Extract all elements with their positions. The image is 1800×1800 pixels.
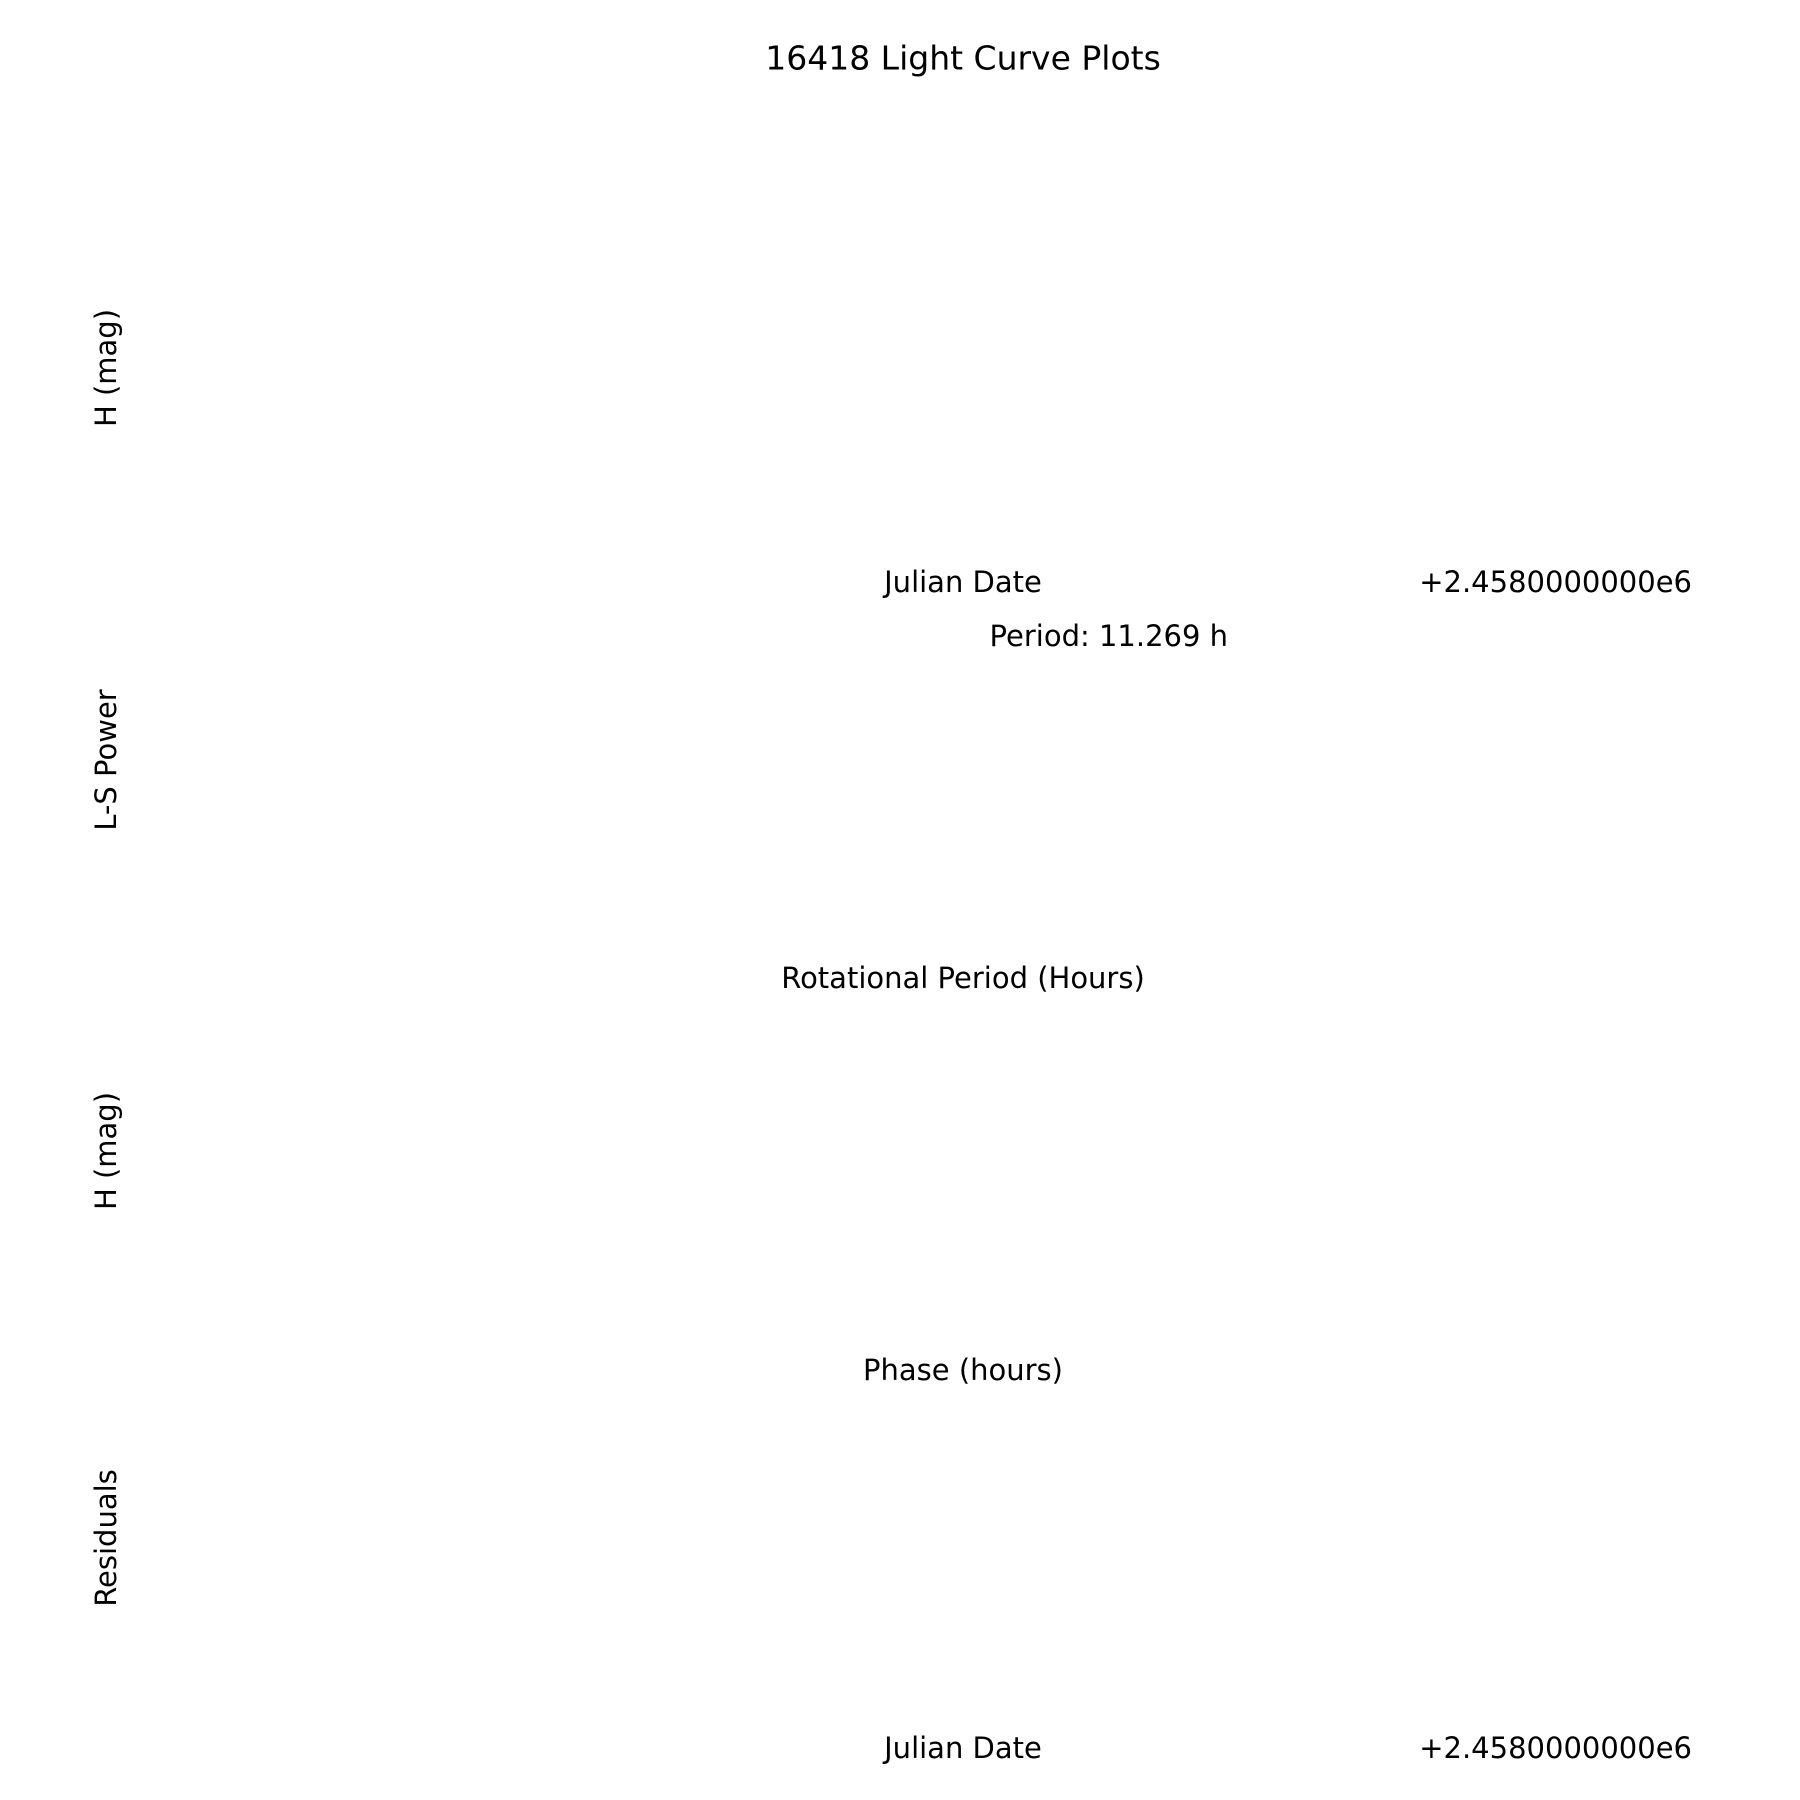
periodogram-xlabel: Rotational Period (Hours) [781,961,1145,995]
phase-plot-ylabel: H (mag) [89,1091,123,1211]
residuals-x-offset: +2.4580000000e6 [1419,1731,1692,1765]
figure-title: 16418 Light Curve Plots [765,38,1161,78]
jd-plot-ylabel: H (mag) [89,308,123,427]
jd-plot-x-offset: +2.4580000000e6 [1419,565,1692,599]
residuals-ylabel: Residuals [89,1469,123,1607]
period-annotation: Period: 11.269 h [989,619,1229,653]
phase-plot-xlabel: Phase (hours) [863,1353,1063,1387]
jd-plot-xlabel: Julian Date [884,565,1042,599]
residuals-xlabel: Julian Date [884,1731,1042,1765]
periodogram-ylabel: L-S Power [89,689,123,831]
